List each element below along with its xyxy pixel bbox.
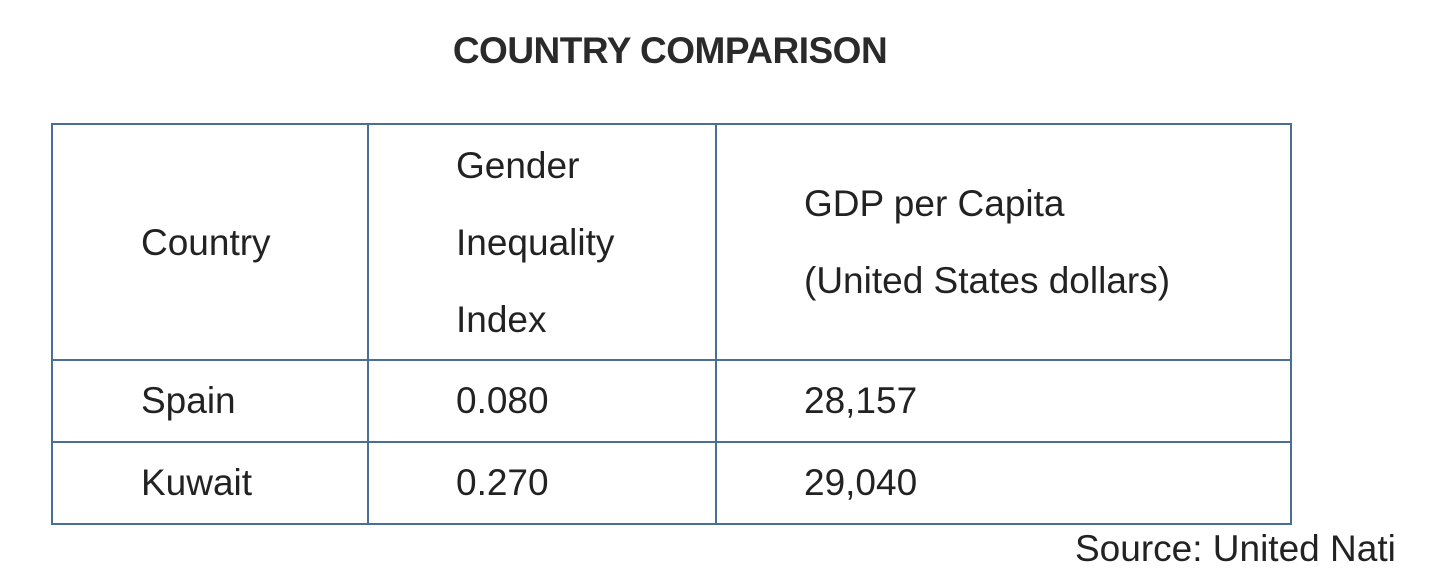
country-comparison-table: Country Gender Inequality Index GDP per … [51, 123, 1292, 525]
header-country: Country [51, 123, 369, 361]
table-header-row: Country Gender Inequality Index GDP per … [51, 123, 1292, 361]
cell-country: Kuwait [51, 441, 369, 525]
header-gender-inequality-index: Gender Inequality Index [367, 123, 717, 361]
cell-gdp: 28,157 [715, 359, 1292, 443]
cell-gii: 0.270 [367, 441, 717, 525]
source-note: Source: United Nati [1075, 528, 1396, 569]
header-gdp-per-capita: GDP per Capita (United States dollars) [715, 123, 1292, 361]
table-row: Spain 0.080 28,157 [51, 359, 1292, 443]
page-title: COUNTRY COMPARISON [452, 30, 888, 71]
cell-gii: 0.080 [367, 359, 717, 443]
table-row: Kuwait 0.270 29,040 [51, 441, 1292, 525]
cell-country: Spain [51, 359, 369, 443]
cell-gdp: 29,040 [715, 441, 1292, 525]
